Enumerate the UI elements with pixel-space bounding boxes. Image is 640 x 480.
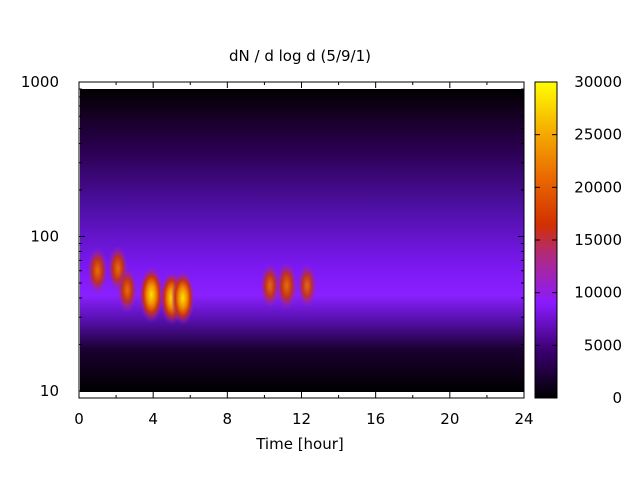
y-tick-label: 1000: [21, 73, 59, 91]
chart-title: dN / d log d (5/9/1): [229, 47, 371, 65]
heatmap-hotspots: [87, 245, 317, 326]
heatmap-plot-area: [80, 89, 524, 392]
colorbar-axis: 0 5000 10000 15000 20000 25000 30000: [535, 73, 622, 407]
colorbar-tick-label: 20000: [574, 178, 622, 196]
y-tick-label: 10: [40, 382, 59, 400]
y-tick-label: 100: [30, 227, 59, 245]
x-tick-label: 4: [148, 410, 158, 428]
x-axis: 0 4 8 12 16 20 24: [74, 82, 534, 428]
colorbar-tick-label: 25000: [574, 126, 622, 144]
heatmap-hotspot: [297, 263, 317, 308]
x-tick-label: 12: [292, 410, 311, 428]
x-tick-label: 20: [440, 410, 459, 428]
y-axis: 10 100 1000: [21, 73, 524, 400]
heatmap-background: [80, 89, 524, 392]
heatmap-hotspot: [260, 263, 280, 309]
x-tick-label: 24: [514, 410, 533, 428]
heatmap-hotspot: [87, 246, 108, 295]
x-tick-label: 16: [366, 410, 385, 428]
heatmap-hotspot: [276, 261, 298, 311]
heatmap-hotspot: [117, 267, 138, 314]
heatmap-hotspot: [139, 266, 164, 323]
colorbar-tick-label: 0: [612, 389, 622, 407]
colorbar-tick-label: 30000: [574, 73, 622, 91]
x-tick-label: 8: [223, 410, 233, 428]
heatmap-hotspot: [171, 270, 195, 326]
colorbar-tick-label: 5000: [584, 336, 622, 354]
colorbar-tick-label: 15000: [574, 231, 622, 249]
x-tick-label: 0: [74, 410, 84, 428]
colorbar-tick-label: 10000: [574, 284, 622, 302]
x-axis-label: Time [hour]: [255, 435, 344, 453]
